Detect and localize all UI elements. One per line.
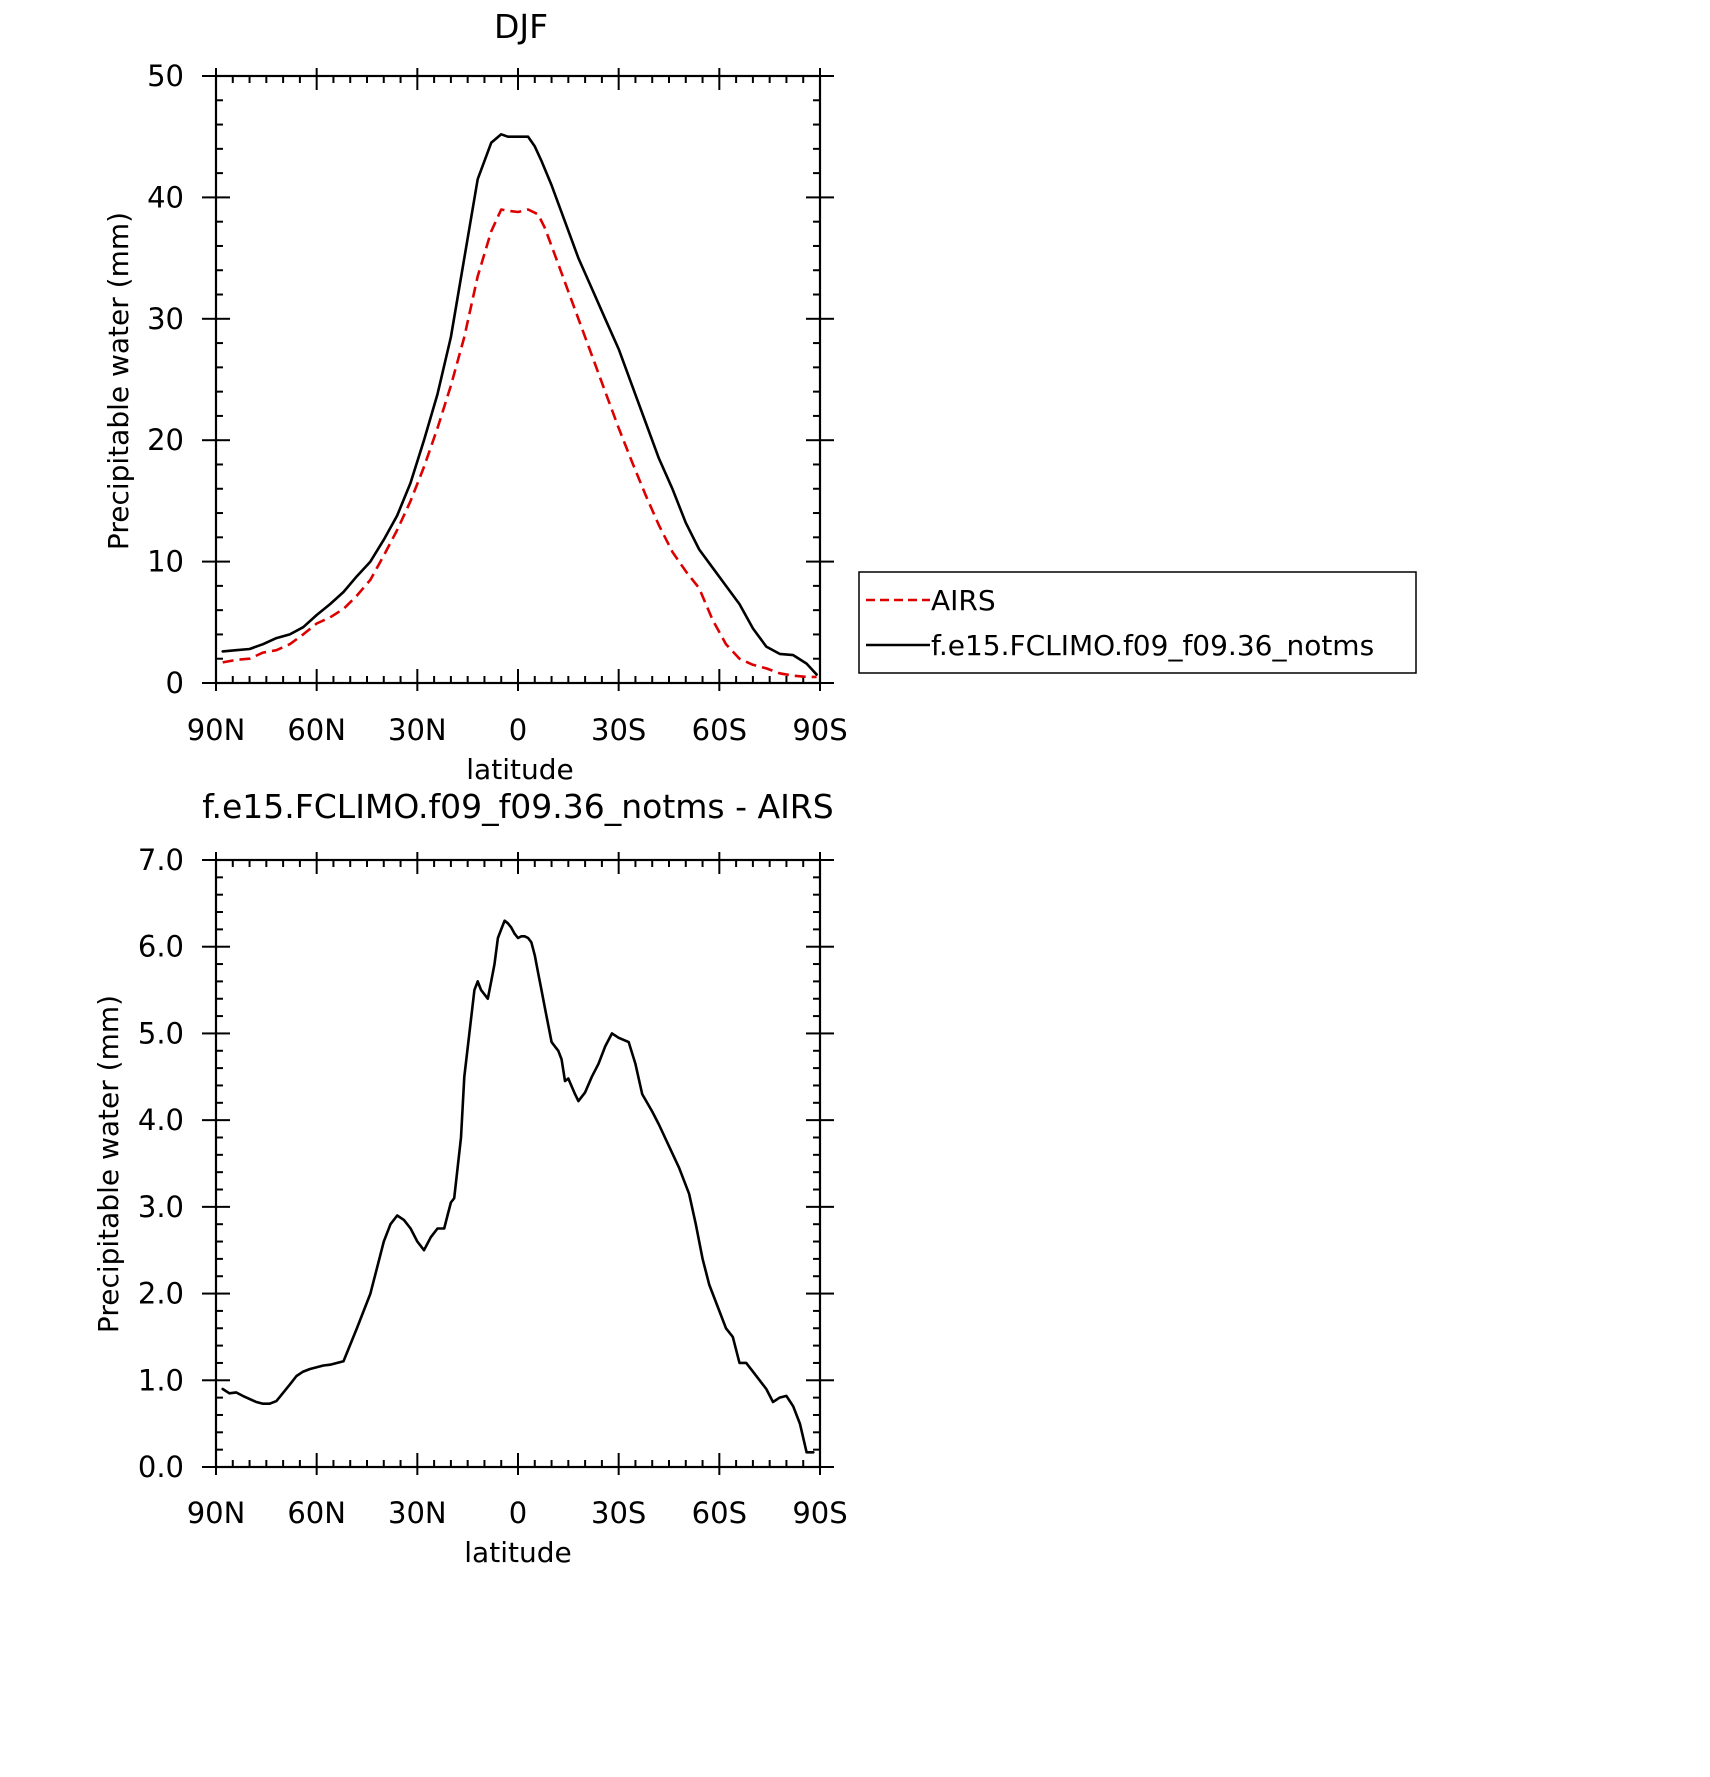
bottom-x-tick-label: 60N [287,1496,346,1530]
top-x-tick-label: 90N [187,713,246,747]
top-y-tick-label: 30 [147,302,184,336]
top-chart-x-axis-label: latitude [466,753,573,786]
top-y-tick-label: 0 [166,666,184,700]
top-y-tick-label: 20 [147,423,184,457]
legend: AIRS f.e15.FCLIMO.f09_f09.36_notms [858,571,1417,674]
bottom-y-tick-label: 4.0 [138,1103,184,1137]
bottom-x-tick-label: 90N [187,1496,246,1530]
bottom-y-tick-label: 3.0 [138,1190,184,1224]
top-chart-series [221,133,818,679]
top-chart-y-axis-label: Precipitable water (mm) [102,212,135,550]
bottom-chart-title: f.e15.FCLIMO.f09_f09.36_notms - AIRS [202,787,833,826]
bottom-x-tick-label: 30S [591,1496,646,1530]
top-chart-ticks: 90N 60N 30N 0 30S 60S 90S 0 10 20 30 40 50 [147,59,848,747]
top-chart: DJF 90N 60N 30N 0 30S 60S 90S 0 10 20 30 40 50 latit… [102,7,1417,786]
bottom-x-tick-label: 60S [692,1496,747,1530]
bottom-chart: f.e15.FCLIMO.f09_f09.36_notms - AIRS 90N… [92,787,848,1569]
top-chart-title: DJF [494,7,548,46]
top-y-tick-label: 50 [147,59,184,93]
bottom-y-tick-label: 5.0 [138,1016,184,1050]
bottom-y-tick-label: 2.0 [138,1277,184,1311]
bottom-series-line-0 [221,919,815,1454]
bottom-chart-y-axis-label: Precipitable water (mm) [92,995,125,1333]
bottom-x-tick-label: 0 [509,1496,527,1530]
top-series-line-1 [221,133,818,676]
bottom-chart-x-axis-label: latitude [464,1536,571,1569]
bottom-y-tick-label: 6.0 [138,930,184,964]
top-x-tick-label: 30S [591,713,646,747]
bottom-x-tick-label: 30N [388,1496,447,1530]
top-x-tick-label: 0 [509,713,527,747]
bottom-y-tick-label: 7.0 [138,843,184,877]
bottom-y-tick-label: 1.0 [138,1363,184,1397]
bottom-chart-ticks: 90N 60N 30N 0 30S 60S 90S 0.0 1.0 2.0 3.0 4.0 5.0 6.0… [138,843,848,1530]
bottom-chart-series [221,919,815,1454]
legend-label-airs: AIRS [931,584,996,617]
top-x-tick-label: 60S [692,713,747,747]
top-x-tick-label: 30N [388,713,447,747]
bottom-chart-frame [214,858,822,1469]
legend-label-model: f.e15.FCLIMO.f09_f09.36_notms [931,629,1374,662]
top-y-tick-label: 10 [147,545,184,579]
top-series-line-0 [222,208,817,679]
top-x-tick-label: 90S [792,713,847,747]
top-x-tick-label: 60N [287,713,346,747]
bottom-x-tick-label: 90S [792,1496,847,1530]
top-y-tick-label: 40 [147,180,184,214]
bottom-y-tick-label: 0.0 [138,1450,184,1484]
legend-box [858,571,1417,674]
